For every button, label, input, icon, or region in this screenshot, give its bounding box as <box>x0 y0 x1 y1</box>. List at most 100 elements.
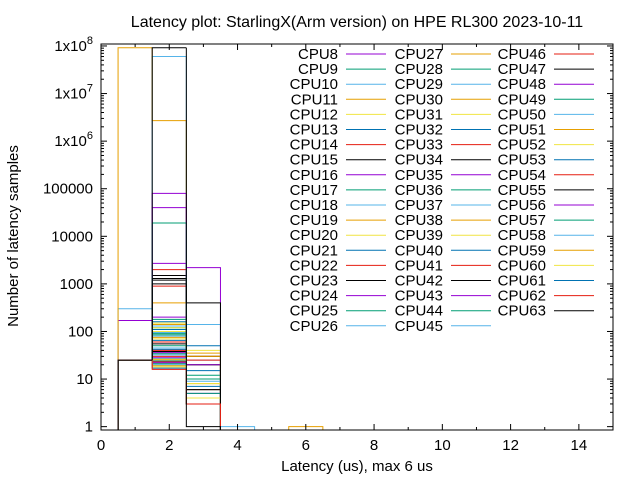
legend-label: CPU60 <box>498 257 546 274</box>
bar-cpu44-bin-1 <box>117 359 153 430</box>
bar-cpu49-bin-2 <box>151 222 187 361</box>
y-tick-label: 1000 <box>60 276 93 293</box>
bar-cpu31-bin-3 <box>185 338 221 430</box>
bar-cpu43-bin-1 <box>117 359 153 430</box>
y-tick-label: 1x108 <box>54 35 93 55</box>
bar-cpu41-bin-3 <box>185 350 221 430</box>
bar-cpu22-bin-3 <box>185 286 221 430</box>
legend-label: CPU34 <box>395 152 443 169</box>
bar-cpu55-bin-3 <box>185 283 221 430</box>
legend-label: CPU19 <box>290 212 338 229</box>
legend-entry-cpu23: CPU23 <box>290 273 386 290</box>
legend-entry-cpu43: CPU43 <box>395 288 491 305</box>
legend-entry-cpu54: CPU54 <box>498 167 594 184</box>
legend-entry-cpu49: CPU49 <box>498 91 594 108</box>
bar-cpu16-bin-1 <box>117 359 153 430</box>
bar-cpu62-bin-1 <box>117 359 153 430</box>
legend-entry-cpu52: CPU52 <box>498 137 594 154</box>
legend-label: CPU45 <box>395 318 443 335</box>
bar-cpu35-bin-3 <box>185 263 221 430</box>
bar-cpu22-bin-1 <box>117 359 153 430</box>
bar-cpu18-bin-1 <box>117 359 153 430</box>
legend-entry-cpu30: CPU30 <box>395 91 491 108</box>
series-cpu51 <box>117 358 221 430</box>
bar-cpu26-bin-1 <box>117 359 153 430</box>
bar-cpu47-bin-1 <box>117 359 153 430</box>
legend-entry-cpu17: CPU17 <box>290 182 386 199</box>
bar-cpu49-bin-3 <box>185 223 221 430</box>
bar-cpu24-bin-3 <box>185 207 221 430</box>
legend-entry-cpu33: CPU33 <box>395 137 491 154</box>
legend-label: CPU12 <box>290 106 338 123</box>
legend-label: CPU61 <box>498 273 546 290</box>
bar-cpu42-bin-3 <box>185 351 221 430</box>
bar-cpu17-bin-1 <box>117 359 153 430</box>
legend-entry-cpu59: CPU59 <box>498 242 594 259</box>
bar-cpu21-bin-1 <box>117 359 153 430</box>
series-cpu63 <box>117 47 221 430</box>
legend-entry-cpu36: CPU36 <box>395 182 491 199</box>
legend-entry-cpu41: CPU41 <box>395 257 491 274</box>
bar-cpu28-bin-1 <box>117 359 153 430</box>
bar-cpu55-bin-1 <box>117 359 153 430</box>
bar-cpu46-bin-1 <box>117 359 153 430</box>
bar-cpu58-bin-1 <box>117 359 153 430</box>
legend-entry-cpu38: CPU38 <box>395 212 491 229</box>
x-tick-label: 0 <box>97 437 105 454</box>
legend-label: CPU39 <box>395 227 443 244</box>
legend-label: CPU49 <box>498 91 546 108</box>
bar-cpu14-bin-1 <box>117 359 153 430</box>
bar-cpu33-bin-1 <box>117 359 153 430</box>
legend-label: CPU54 <box>498 167 546 184</box>
bar-cpu29-bin-1 <box>117 359 153 430</box>
legend-entry-cpu16: CPU16 <box>290 167 386 184</box>
legend-entry-cpu63: CPU63 <box>498 303 594 320</box>
legend-label: CPU20 <box>290 227 338 244</box>
bar-cpu53-bin-1 <box>117 359 153 430</box>
bar-cpu35-bin-1 <box>117 359 153 430</box>
bar-cpu54-bin-1 <box>117 359 153 430</box>
legend-entry-cpu60: CPU60 <box>498 257 594 274</box>
x-tick-label: 2 <box>165 437 173 454</box>
legend-entry-cpu44: CPU44 <box>395 303 491 320</box>
bar-cpu48-bin-3 <box>185 357 221 430</box>
bar-cpu27-bin-1 <box>117 359 153 430</box>
bar-cpu16-bin-3 <box>185 193 221 430</box>
bar-cpu9-bin-3 <box>185 319 221 430</box>
bar-cpu57-bin-3 <box>185 363 221 430</box>
bar-cpu13-bin-3 <box>185 321 221 430</box>
legend-label: CPU21 <box>290 242 338 259</box>
bar-cpu36-bin-1 <box>117 359 153 430</box>
legend-entry-cpu37: CPU37 <box>395 197 491 214</box>
y-tick-label: 10000 <box>51 228 93 245</box>
legend-label: CPU40 <box>395 242 443 259</box>
bar-cpu51-bin-3 <box>185 359 221 430</box>
y-axis-label: Number of latency samples <box>5 145 22 327</box>
legend-label: CPU25 <box>290 303 338 320</box>
legend-entry-cpu46: CPU46 <box>498 46 594 63</box>
bar-cpu15-bin-2 <box>151 275 187 361</box>
legend-entry-cpu58: CPU58 <box>498 227 594 244</box>
bar-cpu30-bin-1 <box>117 359 153 430</box>
legend-label: CPU24 <box>290 288 338 305</box>
series-cpu16 <box>117 192 221 430</box>
histogram-bars <box>117 47 324 430</box>
bar-cpu47-bin-3 <box>185 278 221 430</box>
legend-label: CPU47 <box>498 61 546 78</box>
bar-cpu18-bin-3 <box>185 326 221 430</box>
legend-label: CPU55 <box>498 182 546 199</box>
legend-label: CPU37 <box>395 197 443 214</box>
x-axis: 0 2 4 6 8 10 12 14 <box>97 44 587 454</box>
legend-label: CPU63 <box>498 303 546 320</box>
legend-label: CPU46 <box>498 46 546 63</box>
legend-label: CPU50 <box>498 106 546 123</box>
legend-label: CPU48 <box>498 76 546 93</box>
x-axis-label: Latency (us), max 6 us <box>281 458 433 475</box>
legend-label: CPU17 <box>290 182 338 199</box>
legend-entry-cpu14: CPU14 <box>290 137 386 154</box>
bar-cpu25-bin-3 <box>185 333 221 430</box>
bar-cpu62-bin-2 <box>151 360 187 370</box>
bar-cpu9-bin-1 <box>117 359 153 430</box>
y-tick-label: 100000 <box>43 181 93 198</box>
